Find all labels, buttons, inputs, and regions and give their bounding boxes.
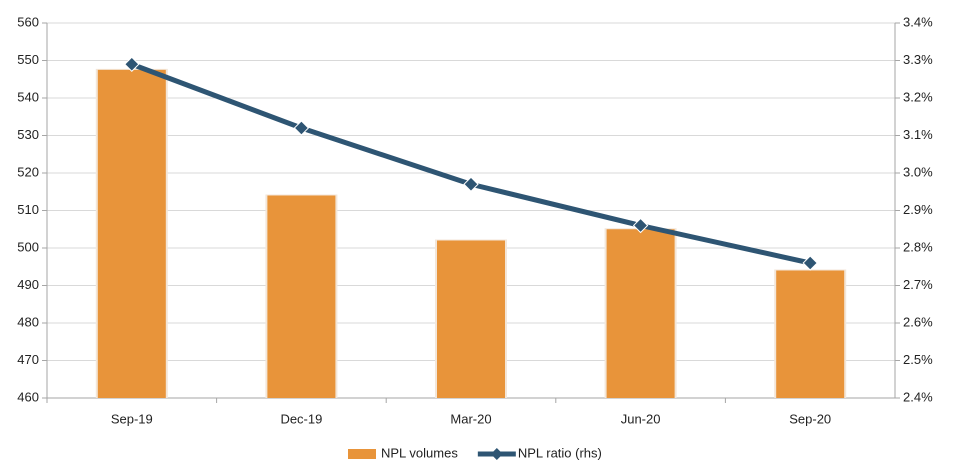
y-tick-label: 490 — [17, 277, 39, 292]
x-tick-label: Sep-19 — [111, 411, 153, 426]
y-tick-label: 550 — [17, 52, 39, 67]
bar — [606, 229, 675, 398]
x-tick-label: Dec-19 — [280, 411, 322, 426]
y-tick-label: 560 — [17, 14, 39, 29]
legend-label: NPL volumes — [381, 445, 458, 460]
x-tick-label: Jun-20 — [621, 411, 661, 426]
y-tick-label: 500 — [17, 239, 39, 254]
legend-swatch — [348, 449, 376, 459]
bar — [267, 195, 336, 398]
line-marker — [463, 176, 479, 192]
y2-tick-label: 3.3% — [903, 52, 933, 67]
x-tick-label: Mar-20 — [450, 411, 491, 426]
y2-tick-label: 3.1% — [903, 127, 933, 142]
y-tick-label: 460 — [17, 389, 39, 404]
y2-tick-label: 2.6% — [903, 314, 933, 329]
y2-tick-label: 2.5% — [903, 352, 933, 367]
y2-tick-label: 2.8% — [903, 239, 933, 254]
y-tick-label: 470 — [17, 352, 39, 367]
y2-tick-label: 3.4% — [903, 14, 933, 29]
bar — [97, 69, 166, 398]
x-tick-label: Sep-20 — [789, 411, 831, 426]
line-marker — [632, 217, 649, 234]
y2-tick-label: 2.9% — [903, 202, 933, 217]
y2-tick-label: 3.0% — [903, 164, 933, 179]
y-tick-label: 520 — [17, 164, 39, 179]
y2-tick-label: 2.4% — [903, 389, 933, 404]
line-marker — [293, 120, 310, 136]
bar — [437, 240, 505, 398]
legend-marker — [490, 448, 503, 460]
line — [130, 61, 811, 266]
y-tick-label: 530 — [17, 127, 39, 142]
line-marker — [124, 56, 140, 72]
y-tick-label: 540 — [17, 89, 39, 104]
bar — [776, 270, 845, 398]
y-tick-label: 510 — [17, 202, 39, 217]
line-marker — [802, 255, 818, 271]
y2-tick-label: 3.2% — [903, 89, 933, 104]
legend-label: NPL ratio (rhs) — [518, 445, 602, 460]
y2-tick-label: 2.7% — [903, 277, 933, 292]
y-tick-label: 480 — [17, 314, 39, 329]
